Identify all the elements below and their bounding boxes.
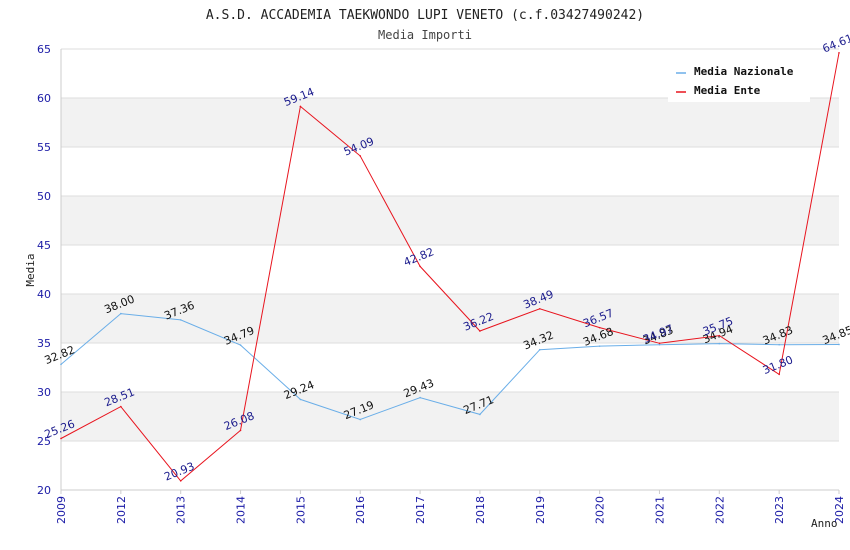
legend: Media Nazionale Media Ente — [668, 58, 810, 102]
chart-subtitle: Media Importi — [378, 28, 472, 42]
grid-band — [61, 392, 839, 441]
data-point-media-nazionale — [60, 363, 62, 366]
data-point-media-ente — [538, 307, 541, 310]
data-point-media-nazionale — [299, 398, 302, 401]
data-point-media-nazionale — [538, 348, 541, 351]
data-point-media-ente — [179, 480, 182, 482]
grid-bands — [61, 98, 839, 441]
x-tick-label: 2020 — [594, 496, 607, 524]
x-tick-label: 2024 — [833, 496, 846, 524]
data-point-media-nazionale — [479, 413, 481, 416]
x-tick-label: 2013 — [175, 496, 188, 524]
x-tick-label: 2016 — [354, 496, 367, 524]
y-tick-label: 60 — [37, 92, 51, 105]
data-point-media-ente — [120, 405, 122, 408]
y-tick-label: 20 — [37, 484, 51, 497]
y-tick-label: 40 — [37, 288, 51, 301]
data-point-media-ente — [598, 326, 601, 329]
y-tick-label: 45 — [37, 239, 51, 252]
x-tick-label: 2014 — [235, 496, 248, 524]
data-point-media-ente — [60, 437, 62, 440]
series-line-media-ente — [60, 52, 840, 482]
data-point-media-ente — [479, 330, 481, 332]
y-tick-label: 30 — [37, 386, 51, 399]
data-label-media-ente: 42.82 — [402, 245, 436, 269]
x-tick-label: 2015 — [294, 496, 307, 524]
y-tick-label: 35 — [37, 337, 51, 350]
y-tick-label: 55 — [37, 141, 51, 154]
data-point-media-nazionale — [778, 343, 780, 346]
data-point-media-nazionale — [658, 343, 661, 346]
data-point-media-nazionale — [838, 343, 840, 346]
x-tick-label: 2019 — [534, 496, 547, 524]
y-tick-label: 50 — [37, 190, 51, 203]
legend-label-media-nazionale: Media Nazionale — [694, 65, 794, 78]
grid-band — [61, 196, 839, 245]
data-point-media-ente — [838, 52, 840, 54]
data-point-media-nazionale — [359, 418, 362, 421]
y-axis-ticks: 20 25 30 35 40 45 50 55 60 65 — [37, 43, 51, 497]
data-point-media-nazionale — [120, 312, 122, 315]
data-point-media-ente — [359, 155, 362, 157]
grid-band — [61, 294, 839, 343]
data-point-media-ente — [419, 265, 421, 268]
legend-label-media-ente: Media Ente — [694, 84, 761, 97]
grid-band — [61, 98, 839, 147]
x-tick-label: 2009 — [55, 496, 68, 524]
series-line-media-nazionale — [60, 313, 840, 421]
data-label-media-ente: 64.61 — [821, 32, 850, 56]
x-axis-label: Anno — [811, 517, 838, 530]
axes — [60, 49, 839, 491]
grid-lines — [61, 48, 839, 491]
y-tick-label: 25 — [37, 435, 51, 448]
data-point-media-ente — [299, 105, 302, 108]
x-tick-label: 2022 — [713, 496, 726, 524]
x-tick-label: 2021 — [653, 496, 666, 524]
y-axis-label: Media — [24, 253, 37, 286]
data-point-media-ente — [239, 429, 242, 432]
legend-box — [668, 58, 810, 102]
x-axis-ticks: 2009 2012 2013 2014 2015 2016 2017 2018 2019 2020… — [55, 490, 846, 524]
data-point-media-nazionale — [718, 342, 721, 345]
y-tick-label: 65 — [37, 43, 51, 56]
data-point-media-nazionale — [239, 344, 242, 346]
series-layer — [60, 52, 840, 482]
data-point-media-ente — [778, 373, 780, 376]
x-tick-label: 2012 — [115, 496, 128, 524]
x-tick-label: 2023 — [773, 496, 786, 524]
chart-title: A.S.D. ACCADEMIA TAEKWONDO LUPI VENETO (… — [206, 8, 644, 23]
data-point-media-nazionale — [419, 396, 421, 399]
data-point-media-ente — [718, 334, 721, 337]
data-point-media-nazionale — [598, 345, 601, 347]
data-point-media-nazionale — [179, 319, 182, 321]
data-point-media-ente — [658, 342, 661, 345]
x-tick-label: 2018 — [474, 496, 487, 524]
x-tick-label: 2017 — [414, 496, 427, 524]
